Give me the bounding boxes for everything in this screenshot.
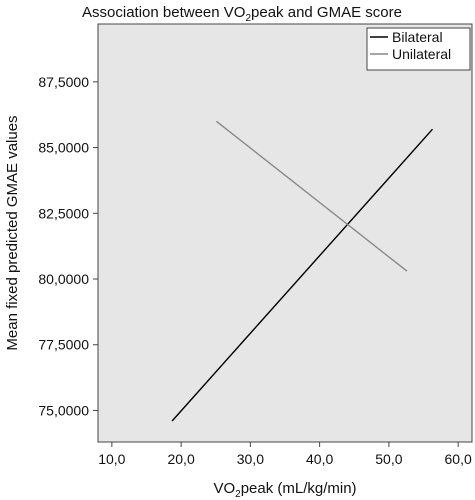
series-line-unilateral (215, 120, 408, 272)
title-part-2: peak and GMAE score (251, 4, 402, 21)
legend-label-bilateral: Bilateral (392, 29, 443, 45)
y-axis-title: Mean fixed predicted GMAE values (4, 115, 21, 350)
x-title-part-1: 2 (235, 489, 241, 500)
y-tick-label: 85,0000 (38, 140, 89, 156)
y-tick-label: 87,5000 (38, 74, 89, 90)
series-line-bilateral (171, 128, 434, 422)
title-part-1: 2 (245, 13, 251, 24)
x-tick-label: 50,0 (375, 451, 402, 467)
y-tick-label: 82,5000 (38, 205, 89, 221)
x-title-part-2: peak (mL/kg/min) (241, 480, 357, 497)
chart-title: Association between VO2peak and GMAE sco… (82, 4, 402, 24)
y-tick-label: 77,5000 (38, 337, 89, 353)
legend-label-unilateral: Unilateral (392, 46, 451, 62)
x-tick-label: 40,0 (306, 451, 333, 467)
x-axis: 10,0 20,0 30,0 40,0 50,0 60,0 (98, 442, 472, 467)
x-tick-label: 30,0 (237, 451, 264, 467)
x-title-part-0: VO (213, 480, 235, 497)
x-tick-label: 10,0 (98, 451, 125, 467)
x-tick-label: 60,0 (445, 451, 472, 467)
x-axis-title: VO2peak (mL/kg/min) (213, 480, 356, 500)
plot-area (97, 23, 473, 443)
title-part-0: Association between VO (82, 4, 245, 21)
y-axis: 75,0000 77,5000 80,0000 82,5000 85,0000 87,50… (38, 74, 98, 418)
series-layer (171, 120, 434, 422)
y-tick-label: 75,0000 (38, 402, 89, 418)
y-tick-label: 80,0000 (38, 271, 89, 287)
legend-box (366, 27, 471, 71)
x-tick-label: 20,0 (167, 451, 194, 467)
